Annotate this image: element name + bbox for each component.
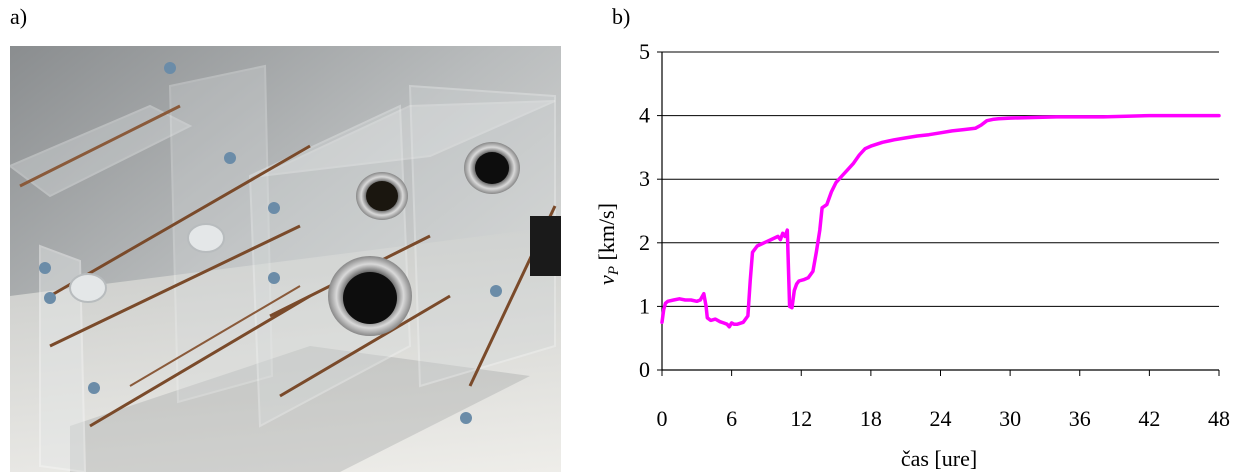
series-line-0 xyxy=(660,113,1221,329)
y-axis-label: vP [km/s] xyxy=(594,203,622,285)
x-tick-label-1: 6 xyxy=(726,406,737,431)
y-axis-label-symbol: v xyxy=(594,275,619,285)
x-tick-label-7: 42 xyxy=(1138,406,1160,431)
x-axis-label: čas [ure] xyxy=(901,446,977,471)
x-tick-label-6: 36 xyxy=(1069,406,1091,431)
y-tick-labels: 0 1 2 3 4 5 xyxy=(639,39,650,382)
y-axis-label-subscript: P xyxy=(606,266,622,276)
y-tick-label-5: 5 xyxy=(639,39,650,64)
x-tick-label-3: 18 xyxy=(860,406,882,431)
chart-axes xyxy=(657,51,1220,376)
chart-gridlines xyxy=(662,51,1219,307)
x-tick-label-0: 0 xyxy=(657,406,668,431)
x-tick-label-4: 24 xyxy=(930,406,952,431)
y-tick-label-3: 3 xyxy=(639,166,650,191)
x-tick-label-5: 30 xyxy=(999,406,1021,431)
y-tick-label-0: 0 xyxy=(639,357,650,382)
x-tick-label-8: 48 xyxy=(1208,406,1230,431)
x-tick-labels: 0 6 12 18 24 30 36 42 48 xyxy=(657,406,1231,431)
y-tick-label-1: 1 xyxy=(639,293,650,318)
y-tick-label-4: 4 xyxy=(639,103,650,128)
apparatus-photo xyxy=(10,46,561,472)
y-tick-label-2: 2 xyxy=(639,230,650,255)
panel-label-a: a) xyxy=(10,4,28,29)
y-axis-label-unit: [km/s] xyxy=(594,203,619,266)
chart-series xyxy=(660,113,1221,329)
panel-label-b: b) xyxy=(612,4,631,29)
x-tick-label-2: 12 xyxy=(790,406,812,431)
